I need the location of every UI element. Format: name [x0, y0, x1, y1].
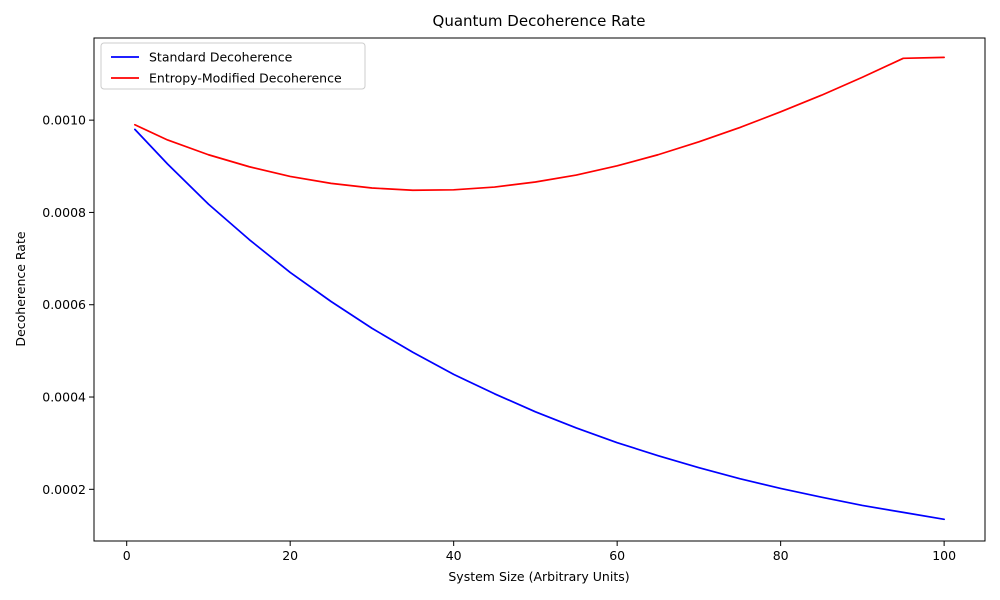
y-tick-label: 0.0004: [42, 390, 86, 405]
series-line-2: [134, 56, 945, 192]
y-tick-label: 0.0008: [42, 205, 86, 220]
y-axis-title: Decoherence Rate: [13, 231, 28, 346]
x-tick-label: 0: [123, 548, 131, 563]
y-tick-label: 0.0010: [42, 113, 86, 128]
x-tick-label: 60: [609, 548, 625, 563]
x-tick-label: 80: [773, 548, 789, 563]
y-tick-label: 0.0002: [42, 482, 86, 497]
legend-label-1: Standard Decoherence: [149, 50, 293, 65]
y-axis-ticks: 0.0002 0.0004 0.0006 0.0008 0.0010: [42, 113, 94, 497]
x-tick-label: 100: [932, 548, 956, 563]
x-tick-label: 20: [282, 548, 298, 563]
legend-box: [100, 42, 366, 90]
x-axis-title: System Size (Arbitrary Units): [448, 569, 629, 584]
legend-label-2: Entropy-Modified Decoherence: [149, 71, 342, 86]
series-layer: [134, 56, 945, 521]
plot-frame: [93, 37, 986, 542]
legend: Standard Decoherence Entropy-Modified Dec…: [100, 42, 366, 90]
y-tick-label: 0.0006: [42, 297, 86, 312]
series-line-1: [134, 128, 945, 521]
x-tick-label: 40: [446, 548, 462, 563]
x-axis-ticks: 0 20 40 60 80 100: [123, 541, 956, 563]
chart-title: Quantum Decoherence Rate: [433, 12, 646, 30]
